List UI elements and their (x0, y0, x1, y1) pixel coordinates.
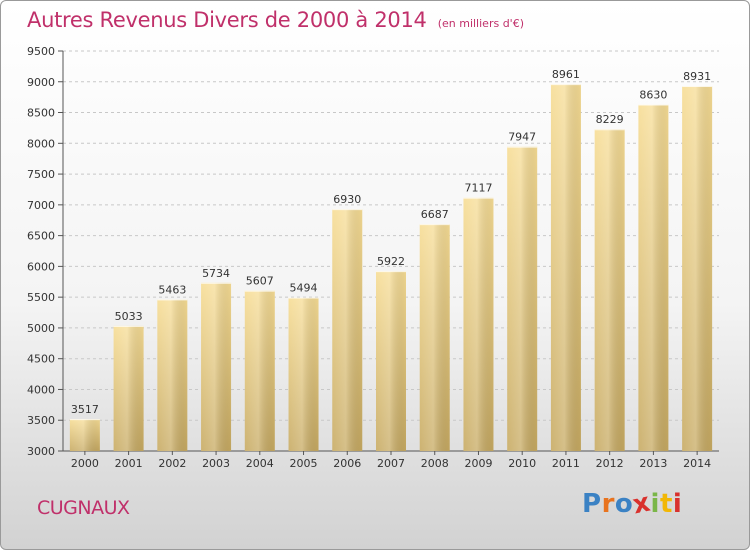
data-label: 8229 (596, 113, 624, 126)
data-label: 5494 (290, 282, 318, 295)
x-tick-label: 2013 (639, 457, 667, 470)
data-label: 3517 (71, 403, 99, 416)
data-label: 8961 (552, 68, 580, 81)
bar-highlight (463, 197, 494, 451)
logo-letter: i (650, 489, 660, 519)
x-tick-label: 2004 (246, 457, 274, 470)
data-label: 7117 (464, 182, 492, 195)
x-tick-label: 2010 (508, 457, 536, 470)
y-tick-label: 7500 (27, 168, 55, 181)
x-tick-label: 2002 (158, 457, 186, 470)
logo-letter: i (672, 489, 683, 519)
commune-name: CUGNAUX (37, 497, 130, 519)
data-labels: 3517 5033 5463 5734 5607 5494 6930 5922 6687 7117… (71, 68, 711, 416)
x-tick-label: 2007 (377, 457, 405, 470)
logo-letter: P (582, 489, 602, 519)
data-label: 5734 (202, 267, 230, 280)
y-tick-label: 5500 (27, 291, 55, 304)
y-tick-label: 9000 (27, 76, 55, 89)
x-tick-label: 2000 (71, 457, 99, 470)
data-label: 7947 (508, 131, 536, 144)
x-tick-label: 2006 (333, 457, 361, 470)
y-tick-label: 9500 (27, 45, 55, 58)
x-tick-label: 2014 (683, 457, 711, 470)
x-tick-label: 2005 (290, 457, 318, 470)
data-label: 6930 (333, 193, 361, 206)
chart-title: Autres Revenus Divers de 2000 à 2014 (en… (27, 8, 524, 32)
bar-highlight (682, 86, 713, 451)
bar-highlight (201, 282, 232, 451)
y-tick-label: 5000 (27, 322, 55, 335)
y-tick-label: 4000 (27, 383, 55, 396)
y-tick-label: 4500 (27, 353, 55, 366)
y-tick-label: 8500 (27, 107, 55, 120)
y-tick-label: 6500 (27, 230, 55, 243)
logo-letter: o (614, 489, 634, 519)
y-tick-label: 6000 (27, 260, 55, 273)
x-tick-label: 2009 (464, 457, 492, 470)
bar-highlight (594, 129, 625, 451)
x-tick-label: 2003 (202, 457, 230, 470)
bar-highlight (419, 224, 450, 451)
tick-labels: 3000 3500 4000 4500 5000 5500 6000 6500 7000 7500… (27, 45, 711, 470)
x-tick-label: 2011 (552, 457, 580, 470)
chart-title-text: Autres Revenus Divers de 2000 à 2014 (27, 8, 427, 32)
data-label: 5922 (377, 255, 405, 268)
logo-letter: t (659, 489, 673, 519)
x-tick-label: 2012 (596, 457, 624, 470)
y-tick-label: 3500 (27, 414, 55, 427)
bar-highlight (507, 146, 538, 452)
data-label: 8630 (639, 89, 667, 102)
y-tick-label: 3000 (27, 445, 55, 458)
y-tick-label: 8000 (27, 137, 55, 150)
data-label: 5463 (158, 283, 186, 296)
data-label: 5607 (246, 275, 274, 288)
bar-highlight (550, 84, 581, 452)
logo-letter: r (601, 489, 615, 519)
bar-highlight (244, 290, 275, 451)
bar-highlight (288, 297, 319, 451)
x-tick-label: 2008 (421, 457, 449, 470)
bar-highlight (69, 419, 100, 451)
chart-unit: (en milliers d'€) (437, 17, 524, 30)
data-label: 8931 (683, 70, 711, 83)
bar-highlight (332, 209, 363, 451)
bar-highlight (376, 271, 406, 451)
y-tick-label: 7000 (27, 199, 55, 212)
x-tick-label: 2001 (115, 457, 143, 470)
data-label: 6687 (421, 208, 449, 221)
bars (69, 84, 713, 452)
bar-highlight (113, 325, 144, 451)
data-label: 5033 (115, 310, 143, 323)
bar-highlight (638, 104, 669, 452)
proxiti-logo[interactable]: Proxiti (582, 488, 683, 521)
bar-highlight (157, 299, 188, 451)
